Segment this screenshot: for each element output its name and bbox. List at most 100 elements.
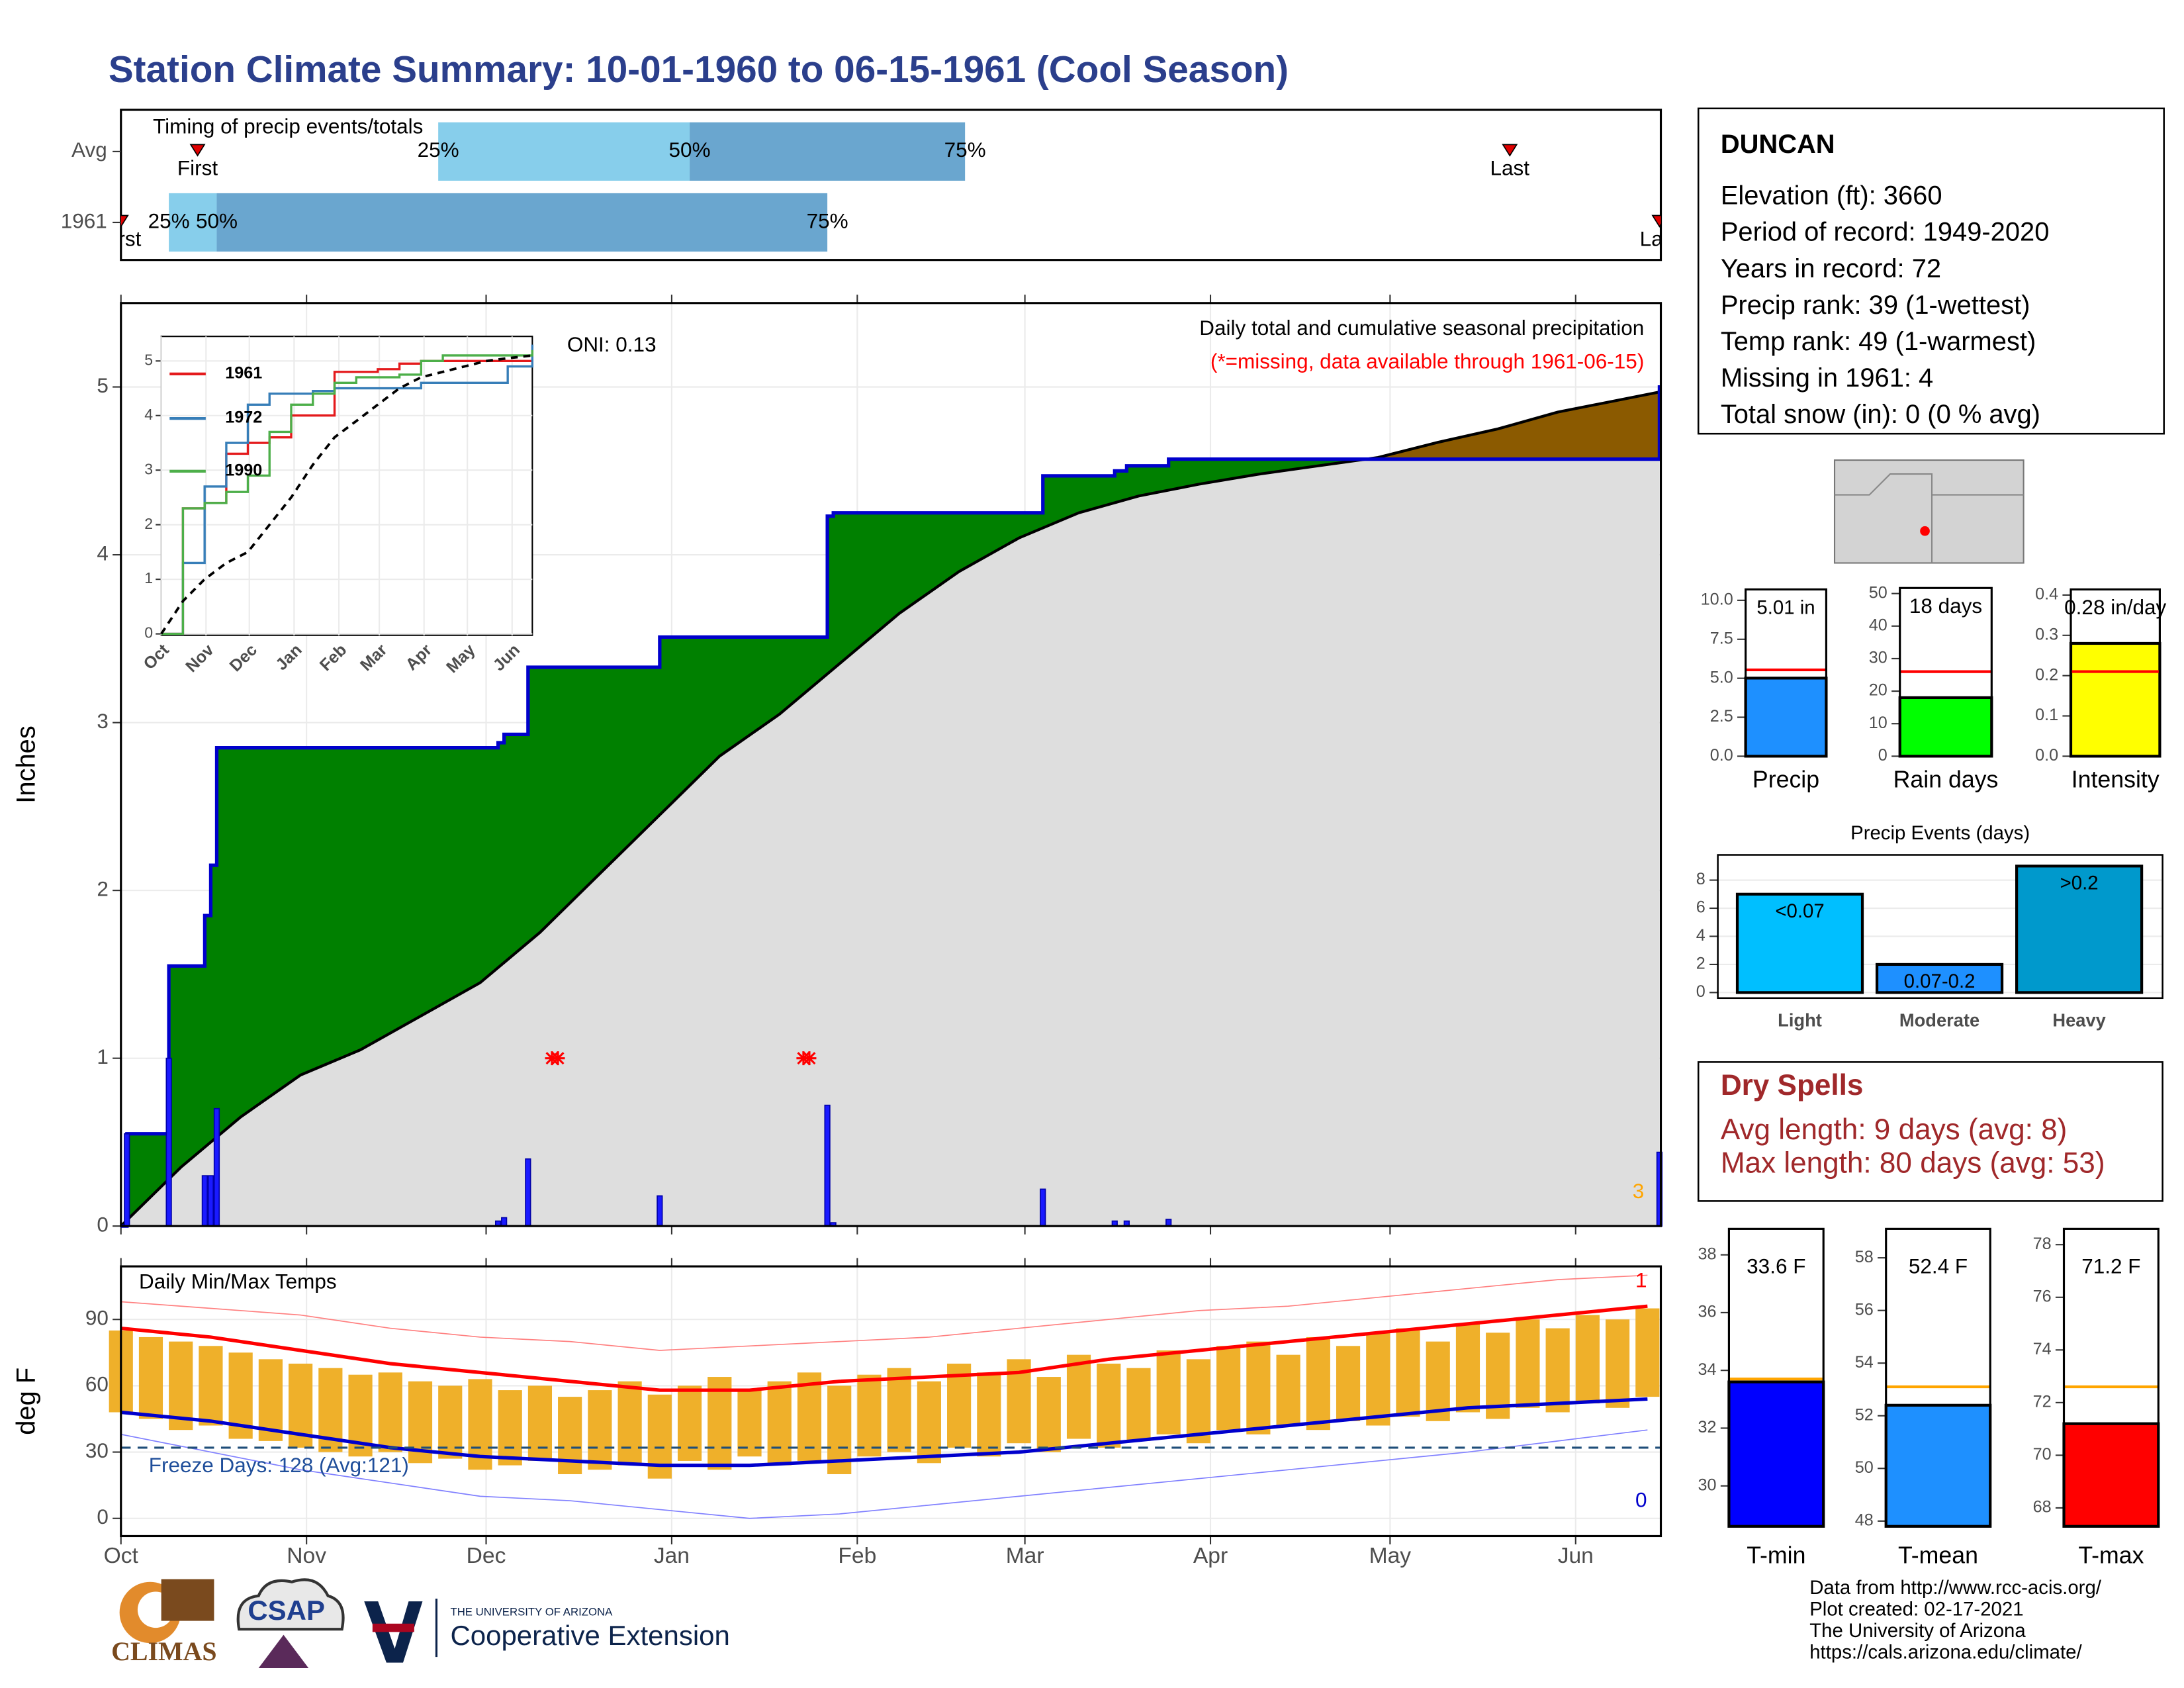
daily-temp-bar xyxy=(1126,1368,1151,1441)
y-tick-label: 72 xyxy=(2033,1393,2052,1411)
y-tick-label: 0 xyxy=(97,1505,109,1528)
gauge-label: T-mean xyxy=(1898,1542,1978,1568)
y-tick-label: 56 xyxy=(1855,1300,1874,1319)
event-label: Last xyxy=(1490,156,1530,180)
daily-precip-bar xyxy=(501,1217,508,1227)
gauge-value-label: 0.28 in/day xyxy=(2064,595,2166,619)
event-label: First xyxy=(101,227,141,251)
daily-temp-bar xyxy=(1306,1336,1330,1430)
y-tick-label: 3 xyxy=(144,460,153,477)
daily-temp-bar xyxy=(1156,1350,1181,1434)
logo-csap: CSAP xyxy=(248,1595,325,1626)
station-line: Total snow (in): 0 (0 % avg) xyxy=(1721,400,2040,429)
bar xyxy=(1875,962,2004,994)
gauge-frame xyxy=(1899,586,1993,757)
y-tick-label: 1 xyxy=(97,1045,109,1068)
missing-marker xyxy=(802,1051,817,1066)
dry-spells-title: Dry Spells xyxy=(1721,1069,1864,1102)
daily-temp-bar xyxy=(438,1385,463,1459)
daily-temp-bar xyxy=(797,1372,822,1461)
normal-area xyxy=(120,392,1660,1227)
x-tick-label: Jan xyxy=(654,1544,690,1568)
daily-temp-bar xyxy=(1246,1341,1271,1434)
gauge-frame xyxy=(2062,1227,2160,1528)
station-box xyxy=(1697,107,2165,435)
legend-label: 1961 xyxy=(225,364,262,383)
event-label: First xyxy=(177,156,218,180)
gauge-label: Rain days xyxy=(1893,767,1999,793)
daily-temp-bar xyxy=(1066,1354,1091,1439)
daily-precip-bar xyxy=(201,1175,208,1227)
y-tick-label: 20 xyxy=(1869,681,1888,700)
y-tick-label: 32 xyxy=(1698,1418,1716,1436)
legend-label: 1972 xyxy=(225,408,262,427)
bar-title: Precip Events (days) xyxy=(1850,822,2030,844)
x-tick-label: Apr xyxy=(1193,1544,1228,1568)
gauge-bar xyxy=(1727,1380,1825,1528)
daily-temp-bar xyxy=(588,1390,612,1470)
gauge-bar xyxy=(1898,696,1993,758)
oni-label: ONI: 0.13 xyxy=(567,332,657,356)
temp-line xyxy=(120,1304,1648,1392)
daily-temp-bar xyxy=(737,1390,762,1457)
y-tick-label: 4 xyxy=(144,406,153,423)
daily-temp-bar xyxy=(1545,1328,1570,1413)
daily-temp-bar xyxy=(767,1381,792,1466)
daily-temp-bar xyxy=(1097,1364,1121,1448)
missing-note: (*=missing, data available through 1961-… xyxy=(1210,349,1644,373)
x-tick-label: Heavy xyxy=(2052,1010,2106,1031)
y-tick-label: 2 xyxy=(97,876,109,900)
gauge-value-label: 18 days xyxy=(1909,594,1982,618)
gauge-frame xyxy=(1727,1227,1825,1528)
y-axis-title: Inches xyxy=(12,726,41,803)
x-tick-label: May xyxy=(1369,1544,1412,1568)
station-line: Elevation (ft): 3660 xyxy=(1721,181,1942,211)
y-tick-label: 4 xyxy=(1696,926,1706,945)
daily-temp-bar xyxy=(1426,1341,1450,1421)
y-tick-label: 36 xyxy=(1698,1303,1716,1321)
freeze-label: Freeze Days: 128 (Avg:121) xyxy=(149,1453,409,1477)
bar-value-label: 0.07-0.2 xyxy=(1904,970,1976,992)
gauge-bar xyxy=(1884,1403,1992,1528)
daily-precip-bar xyxy=(165,1057,172,1227)
gauge-bar xyxy=(1744,677,1828,758)
daily-temp-bar xyxy=(1276,1354,1300,1426)
gauge-label: Intensity xyxy=(2071,767,2160,793)
x-tick-label: Nov xyxy=(287,1544,326,1568)
daily-temp-bar xyxy=(378,1372,402,1452)
row-label: Avg xyxy=(71,138,107,162)
station-line: Temp rank: 49 (1-warmest) xyxy=(1721,327,2036,356)
quartile-label: 75% xyxy=(807,209,848,232)
y-tick-label: 58 xyxy=(1855,1248,1874,1266)
quartile-label: 25% xyxy=(148,209,190,232)
event-marker xyxy=(1502,144,1518,157)
y-tick-label: 78 xyxy=(2033,1235,2052,1253)
y-tick-label: 30 xyxy=(85,1438,109,1462)
bar-value-label: >0.2 xyxy=(2060,872,2099,894)
missing-marker xyxy=(551,1051,565,1066)
event-marker xyxy=(1651,214,1661,228)
dry-spells-line: Avg length: 9 days (avg: 8) xyxy=(1721,1113,2068,1146)
logo-ua: THE UNIVERSITY OF ARIZONA xyxy=(450,1605,613,1618)
cumulative-line xyxy=(120,385,1662,1228)
temp-line xyxy=(120,1397,1648,1468)
quartile-bar xyxy=(169,193,217,252)
y-tick-label: 54 xyxy=(1855,1353,1874,1372)
x-tick-label: Moderate xyxy=(1899,1010,1979,1031)
y-tick-label: 5 xyxy=(97,373,109,397)
x-tick-label: Feb xyxy=(838,1544,876,1568)
gauge-value-label: 33.6 F xyxy=(1747,1254,1805,1278)
gauge-value-label: 52.4 F xyxy=(1909,1254,1968,1278)
daily-temp-bar xyxy=(527,1385,553,1461)
y-tick-label: 0 xyxy=(144,624,153,641)
daily-temp-bar xyxy=(947,1364,972,1448)
plot-frame xyxy=(120,1265,1662,1538)
daily-temp-bar xyxy=(1186,1359,1211,1444)
gauge-frame xyxy=(2070,588,2161,757)
bar xyxy=(1735,892,1864,994)
y-tick-label: 10 xyxy=(1869,714,1888,732)
footer-line: The University of Arizona xyxy=(1809,1620,2026,1642)
daily-temp-bar xyxy=(199,1346,223,1426)
gauge-label: Precip xyxy=(1752,767,1819,793)
y-tick-label: 34 xyxy=(1698,1360,1716,1379)
